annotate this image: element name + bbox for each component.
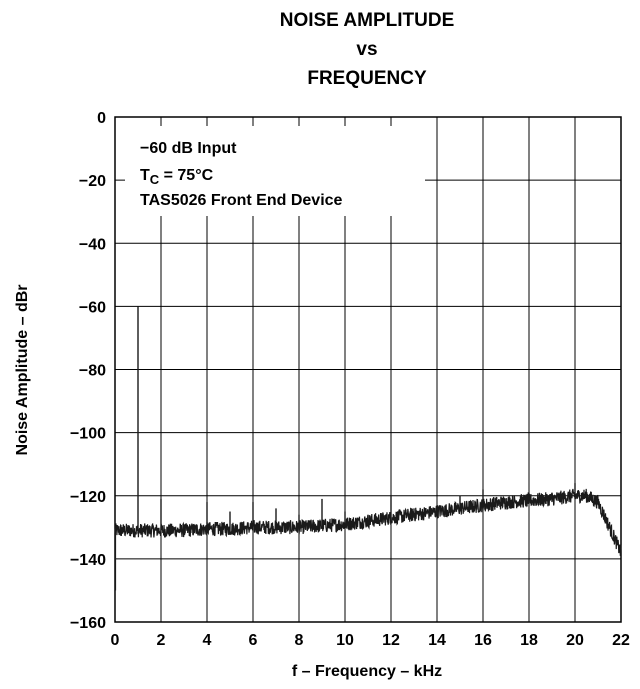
x-tick-label: 16 — [474, 632, 492, 649]
y-tick-label: −80 — [79, 363, 106, 380]
y-tick-label: −120 — [70, 489, 106, 506]
x-tick-label: 22 — [612, 632, 630, 649]
y-tick-label: −100 — [70, 426, 106, 443]
x-tick-labels: 0 2 4 6 8 10 12 14 16 18 20 22 — [111, 632, 630, 649]
series-noise — [114, 306, 622, 591]
annotation-temp-value: = 75°C — [159, 167, 213, 184]
x-tick-label: 10 — [336, 632, 354, 649]
chart-title-line-3: FREQUENCY — [307, 68, 427, 89]
y-tick-label: −160 — [70, 615, 106, 632]
x-tick-label: 2 — [157, 632, 166, 649]
plot-frame — [114, 116, 622, 623]
x-tick-label: 6 — [249, 632, 258, 649]
x-tick-label: 8 — [295, 632, 304, 649]
x-tick-label: 4 — [203, 632, 212, 649]
annotation-temperature: TC = 75°C — [140, 167, 214, 187]
y-tick-label: −60 — [79, 299, 106, 316]
annotation-temp-symbol: T — [140, 167, 150, 184]
y-tick-label: 0 — [97, 110, 106, 127]
x-tick-label: 14 — [428, 632, 446, 649]
y-tick-label: −20 — [79, 173, 106, 190]
annotation-temp-subscript: C — [150, 172, 160, 187]
x-tick-label: 0 — [111, 632, 120, 649]
x-tick-label: 20 — [566, 632, 584, 649]
annotation-box — [125, 126, 425, 216]
x-tick-label: 12 — [382, 632, 400, 649]
y-tick-label: −140 — [70, 552, 106, 569]
y-tick-label: −40 — [79, 236, 106, 253]
y-axis-label: Noise Amplitude – dBr — [14, 285, 31, 456]
y-tick-labels: 0 −20 −40 −60 −80 −100 −120 −140 −160 — [70, 110, 106, 632]
annotation-input-level: −60 dB Input — [140, 140, 237, 157]
chart-title-line-2: vs — [356, 39, 377, 60]
x-tick-label: 18 — [520, 632, 538, 649]
annotation-device: TAS5026 Front End Device — [140, 192, 343, 209]
chart-title-line-1: NOISE AMPLITUDE — [280, 10, 455, 31]
x-axis-label: f – Frequency – kHz — [292, 663, 442, 680]
